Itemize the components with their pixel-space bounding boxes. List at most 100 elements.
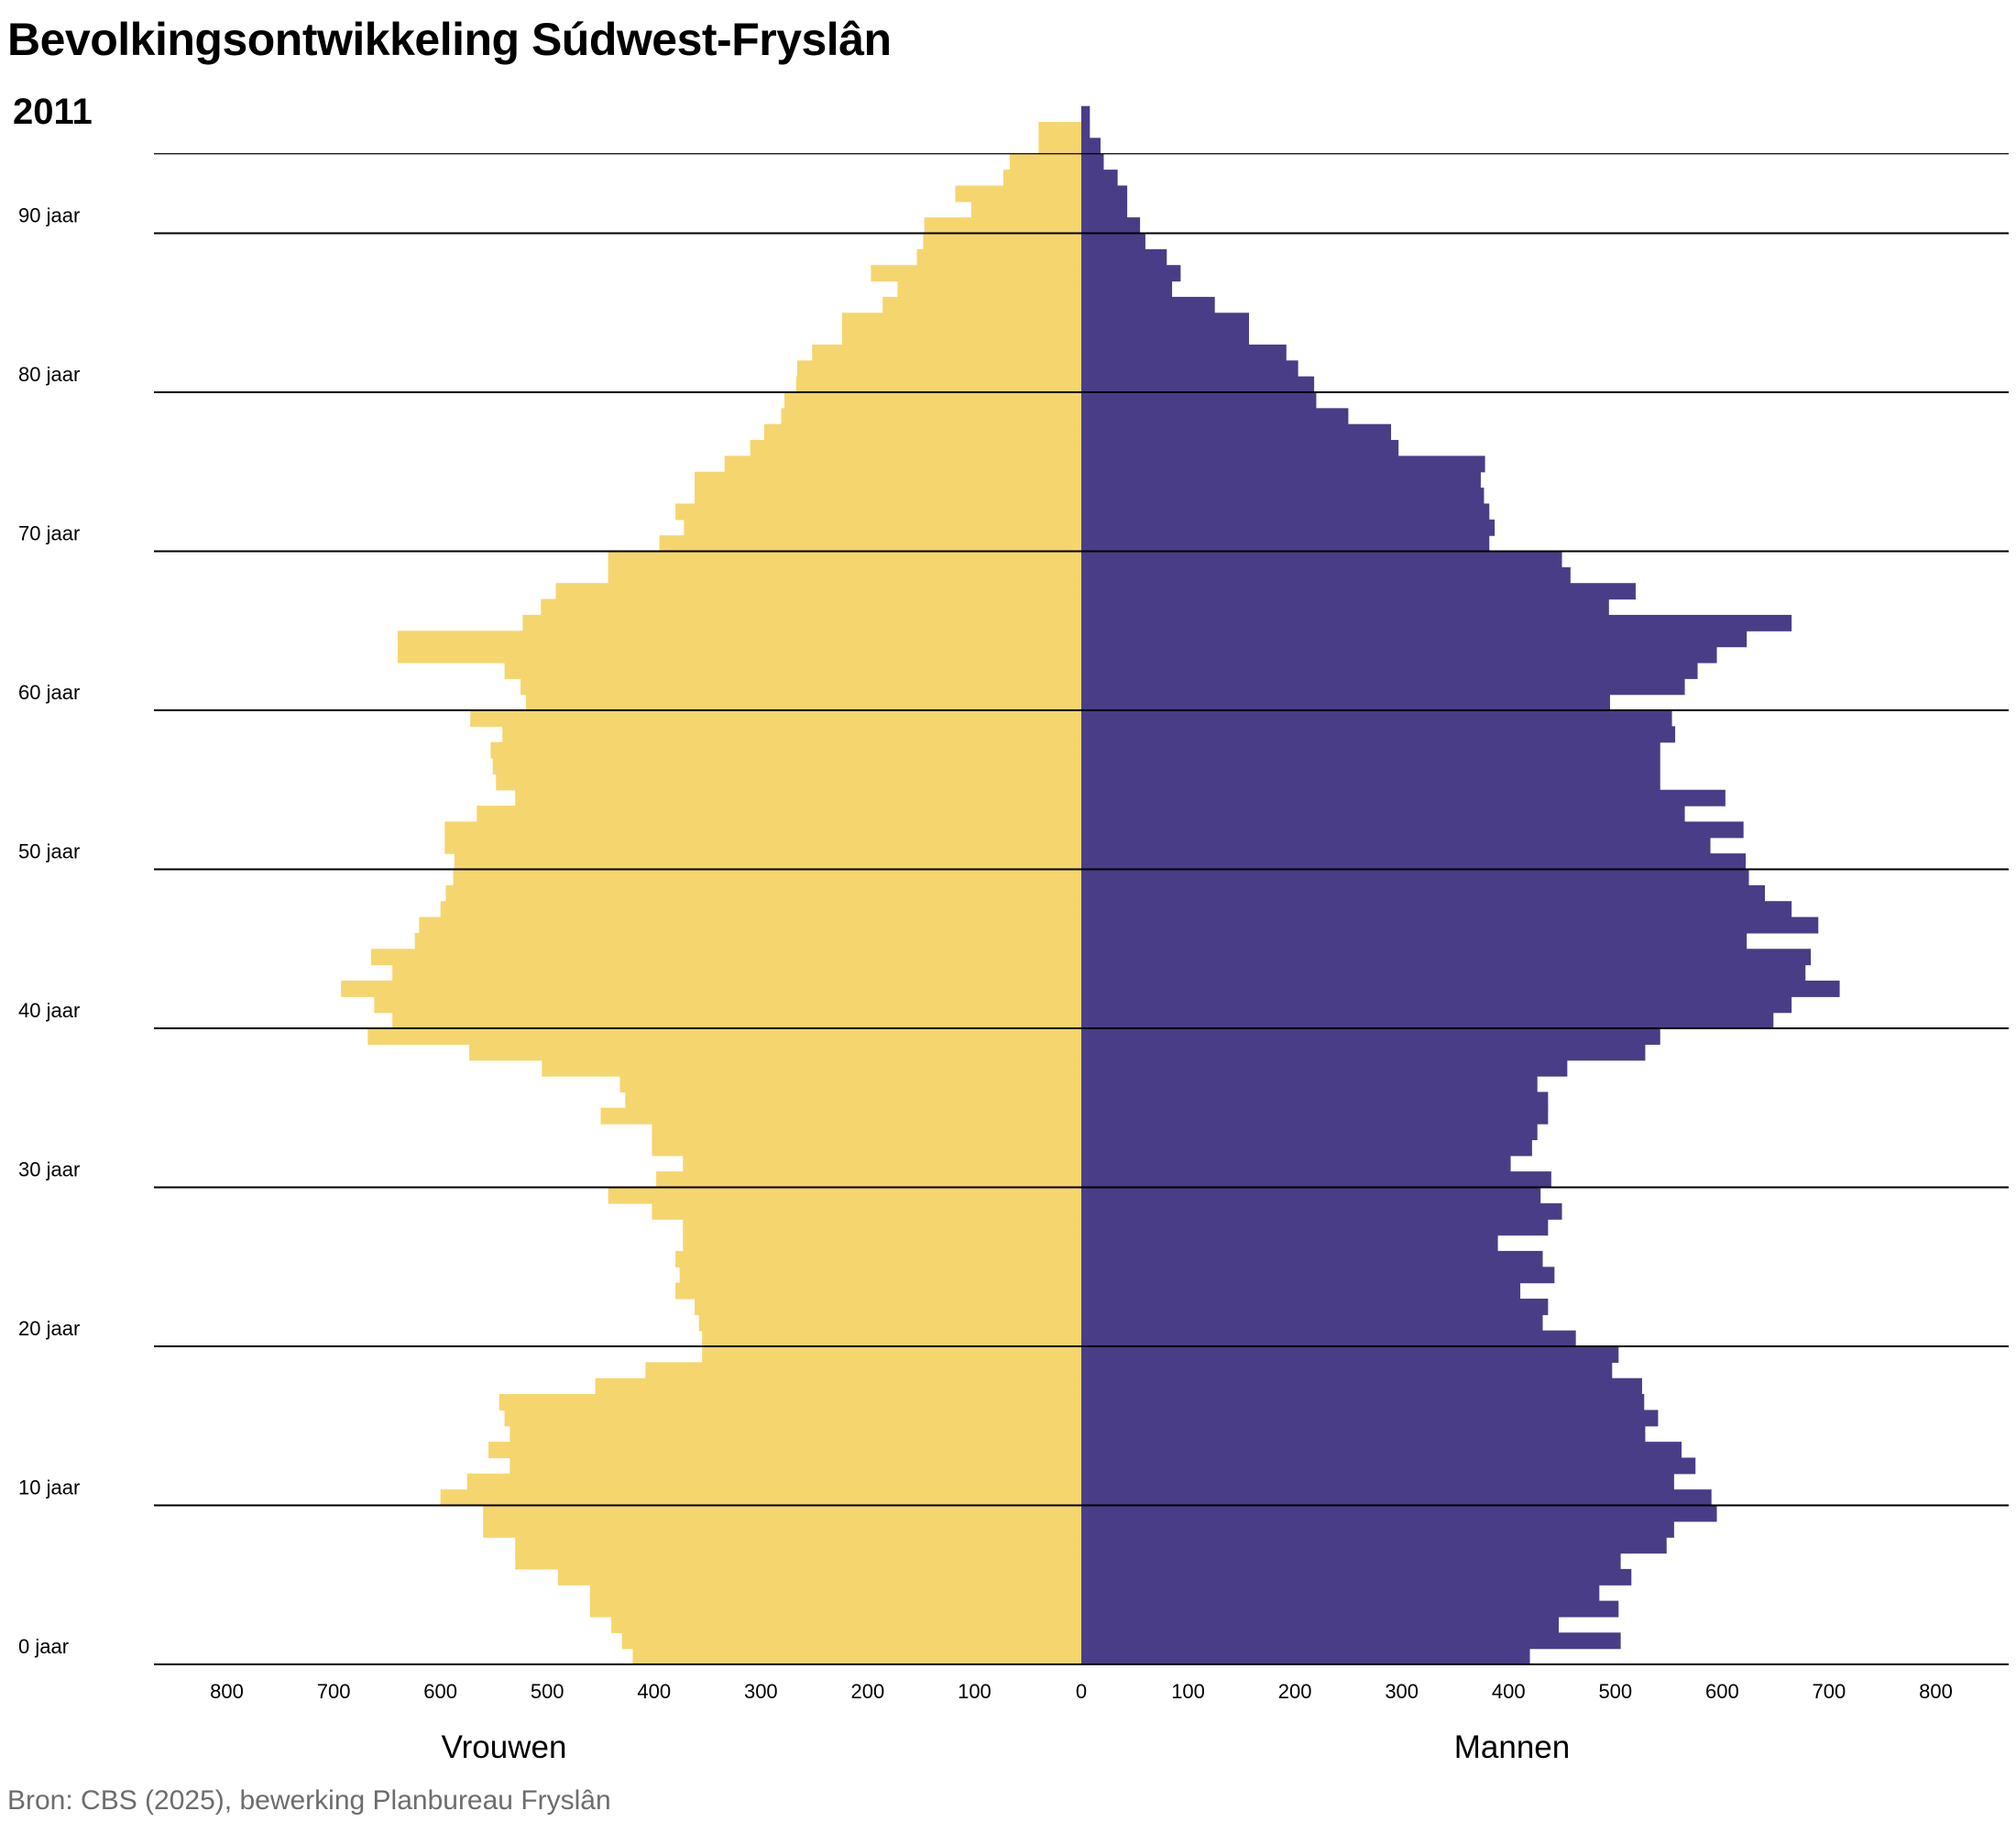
bar-vrouwen-age-42 [341,980,1081,997]
bar-mannen-age-15 [1081,1410,1659,1427]
bar-mannen-age-30 [1081,1171,1551,1189]
bar-vrouwen-age-10 [440,1489,1081,1507]
bar-vrouwen-age-5 [557,1568,1081,1586]
bar-mannen-age-82 [1081,344,1287,361]
male-bars-group [1081,105,1840,1665]
bar-mannen-age-49 [1081,869,1749,886]
bar-vrouwen-age-25 [675,1250,1081,1268]
bar-mannen-age-36 [1081,1076,1538,1092]
bar-mannen-age-83 [1081,328,1249,346]
bar-mannen-age-55 [1081,774,1660,791]
bar-vrouwen-age-27 [683,1219,1081,1236]
bar-mannen-age-23 [1081,1282,1521,1300]
x-tick-label-9: 100 [1171,1680,1205,1703]
bar-mannen-age-79 [1081,392,1317,409]
bar-vrouwen-age-68 [608,566,1081,584]
chart-subtitle-year: 2011 [13,92,93,132]
bar-mannen-age-14 [1081,1425,1646,1443]
bar-mannen-age-74 [1081,471,1481,488]
bar-mannen-age-93 [1081,170,1118,187]
bar-vrouwen-age-79 [783,392,1081,409]
bar-vrouwen-age-8 [483,1520,1081,1538]
bar-vrouwen-age-18 [645,1362,1081,1379]
bar-mannen-age-47 [1081,901,1792,918]
age-label-0: 0 jaar [18,1635,69,1658]
bar-mannen-age-92 [1081,185,1128,203]
age-gridlines [154,153,2009,1665]
x-tick-label-0: 800 [210,1680,244,1703]
bar-vrouwen-age-90 [924,217,1081,235]
bar-vrouwen-age-22 [695,1298,1081,1315]
bar-vrouwen-age-80 [795,376,1081,393]
bar-mannen-age-48 [1081,884,1765,902]
bar-vrouwen-age-56 [492,758,1081,774]
bar-mannen-age-84 [1081,313,1249,330]
bar-mannen-age-0 [1081,1648,1530,1665]
bar-mannen-age-96 [1081,122,1090,138]
bar-mannen-age-9 [1081,1505,1717,1522]
bar-mannen-age-34 [1081,1107,1549,1125]
bar-mannen-age-60 [1081,694,1610,711]
bar-vrouwen-age-77 [763,423,1081,441]
bar-vrouwen-age-96 [1038,122,1081,138]
age-label-70: 70 jaar [18,522,80,545]
bar-mannen-age-69 [1081,551,1562,568]
age-label-30: 30 jaar [18,1158,80,1181]
bar-vrouwen-age-7 [515,1537,1081,1554]
bar-mannen-age-80 [1081,376,1315,393]
bar-mannen-age-40 [1081,1012,1774,1029]
bar-vrouwen-age-72 [675,503,1081,521]
bar-vrouwen-age-12 [509,1457,1081,1475]
x-tick-label-16: 800 [1919,1680,1953,1703]
bar-vrouwen-age-32 [652,1139,1081,1157]
bar-vrouwen-age-54 [515,789,1081,807]
bar-mannen-age-2 [1081,1616,1560,1633]
bar-vrouwen-age-94 [1009,153,1081,170]
x-tick-label-3: 500 [531,1680,564,1703]
bar-vrouwen-age-85 [882,296,1081,313]
bar-vrouwen-age-37 [542,1059,1081,1077]
bar-mannen-age-94 [1081,153,1104,170]
bar-mannen-age-26 [1081,1235,1498,1252]
bar-vrouwen-age-84 [841,313,1081,330]
bar-vrouwen-age-52 [444,821,1082,839]
bar-mannen-age-64 [1081,631,1748,648]
bar-vrouwen-age-48 [445,884,1081,902]
bar-mannen-age-17 [1081,1377,1642,1395]
bar-vrouwen-age-24 [679,1267,1081,1284]
bar-mannen-age-46 [1081,916,1819,934]
bar-mannen-age-1 [1081,1632,1621,1650]
x-tick-label-5: 300 [744,1680,778,1703]
bar-mannen-age-76 [1081,440,1399,456]
bar-vrouwen-age-9 [483,1505,1081,1522]
bar-mannen-age-85 [1081,296,1215,313]
bar-mannen-age-29 [1081,1187,1541,1204]
x-tick-label-12: 400 [1492,1680,1526,1703]
bar-vrouwen-age-14 [509,1425,1081,1443]
bar-vrouwen-age-60 [525,694,1081,711]
page-title: Bevolkingsontwikkeling Súdwest-Fryslân [7,14,892,65]
bar-vrouwen-age-64 [398,631,1081,648]
bar-mannen-age-24 [1081,1267,1555,1284]
bar-mannen-age-4 [1081,1585,1600,1602]
bar-vrouwen-age-31 [683,1155,1081,1172]
bar-mannen-age-95 [1081,137,1101,155]
bar-vrouwen-age-23 [675,1282,1081,1300]
bar-mannen-age-7 [1081,1537,1667,1554]
bar-mannen-age-53 [1081,806,1685,823]
bar-vrouwen-age-28 [652,1202,1081,1220]
bar-vrouwen-age-76 [750,440,1081,456]
bar-mannen-age-90 [1081,217,1141,235]
bar-vrouwen-age-86 [897,280,1081,298]
bar-vrouwen-age-89 [923,233,1081,250]
bar-mannen-age-8 [1081,1520,1674,1538]
bar-vrouwen-age-58 [502,726,1081,743]
bar-vrouwen-age-0 [632,1648,1081,1665]
bar-mannen-age-52 [1081,821,1744,839]
bar-mannen-age-71 [1081,519,1496,536]
bar-vrouwen-age-26 [683,1235,1081,1252]
bar-vrouwen-age-93 [1003,170,1081,187]
source-note: Bron: CBS (2025), bewerking Planbureau F… [7,1785,611,1816]
bar-vrouwen-age-51 [444,837,1082,854]
bar-mannen-age-73 [1081,488,1485,505]
